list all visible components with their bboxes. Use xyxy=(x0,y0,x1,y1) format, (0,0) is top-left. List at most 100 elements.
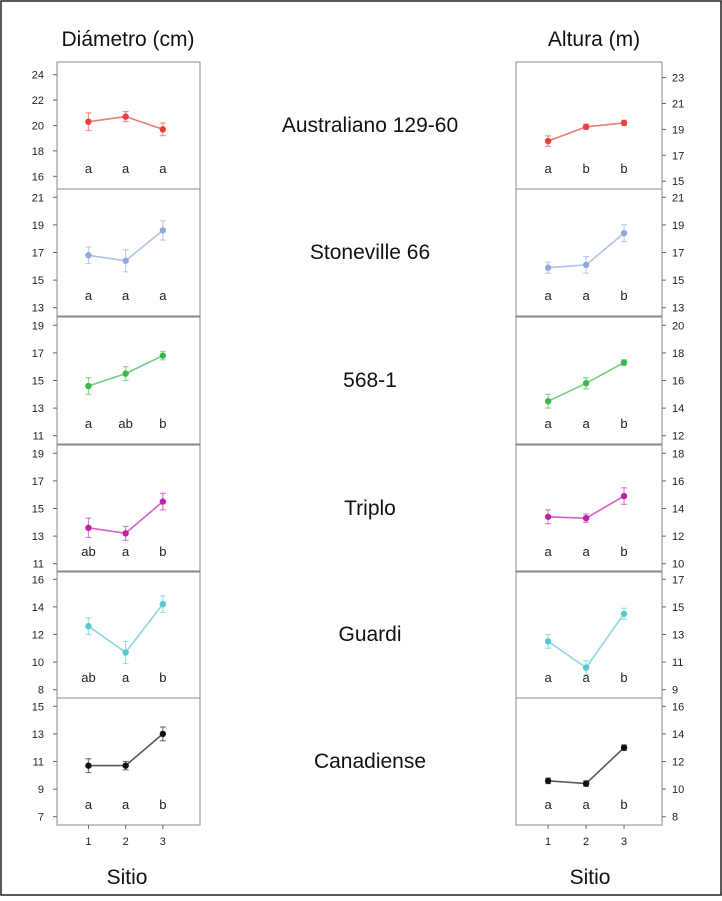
diameter-y-tick-label: 16 xyxy=(32,171,44,183)
diameter-y-tick-label: 11 xyxy=(33,559,44,571)
height-y-tick-label: 20 xyxy=(672,320,684,332)
diameter-y-tick-label: 14 xyxy=(32,602,44,614)
diameter-y-tick-label: 9 xyxy=(38,784,44,796)
diameter-data-point xyxy=(85,524,92,532)
height-y-tick-label: 16 xyxy=(672,376,684,388)
diameter-data-point xyxy=(159,498,167,505)
diameter-y-tick-label: 19 xyxy=(32,448,44,460)
height-significance-letter: a xyxy=(582,797,590,812)
right-column-title: Altura (m) xyxy=(548,28,640,51)
diameter-significance-letter: a xyxy=(159,161,167,176)
diameter-y-tick-label: 24 xyxy=(32,70,44,82)
diameter-significance-letter: a xyxy=(122,161,130,176)
diameter-data-point xyxy=(85,118,92,125)
height-significance-letter: b xyxy=(582,161,589,176)
height-data-point xyxy=(544,137,552,145)
diameter-y-tick-label: 13 xyxy=(32,303,44,315)
diameter-y-tick-label: 11 xyxy=(33,431,44,443)
height-significance-letter: b xyxy=(620,544,627,559)
diameter-y-tick-label: 15 xyxy=(32,701,44,713)
height-y-tick-label: 14 xyxy=(672,504,684,516)
diameter-y-tick-label: 15 xyxy=(32,504,44,516)
height-y-tick-label: 12 xyxy=(672,431,684,443)
height-data-point xyxy=(544,777,552,785)
diameter-significance-letter: a xyxy=(85,797,93,812)
diameter-significance-letter: a xyxy=(85,288,93,303)
diameter-data-point xyxy=(159,600,167,608)
height-data-point xyxy=(620,744,628,751)
height-significance-letter: a xyxy=(582,670,590,685)
height-data-point xyxy=(582,380,590,387)
height-data-point xyxy=(582,780,590,787)
diameter-y-tick-label: 15 xyxy=(32,275,44,287)
diameter-y-tick-label: 13 xyxy=(32,403,44,415)
diameter-y-tick-label: 13 xyxy=(32,531,44,543)
height-y-tick-label: 14 xyxy=(672,403,684,415)
row-title: Stoneville 66 xyxy=(310,241,430,264)
height-y-tick-label: 19 xyxy=(672,124,684,136)
height-significance-letter: a xyxy=(545,670,553,685)
height-y-tick-label: 8 xyxy=(672,812,678,824)
height-data-point xyxy=(620,492,628,500)
diameter-y-tick-label: 11 xyxy=(33,757,44,769)
height-y-tick-label: 11 xyxy=(672,657,683,669)
height-data-point xyxy=(620,229,628,237)
height-y-tick-label: 13 xyxy=(672,630,684,642)
diameter-y-tick-label: 22 xyxy=(32,95,44,107)
diameter-y-tick-label: 17 xyxy=(32,248,44,260)
diameter-y-tick-label: 17 xyxy=(32,476,44,488)
diameter-y-tick-label: 17 xyxy=(32,348,44,360)
diameter-y-tick-label: 16 xyxy=(32,574,44,586)
height-data-point xyxy=(620,610,628,617)
diameter-y-tick-label: 15 xyxy=(32,376,44,388)
height-significance-letter: a xyxy=(545,544,553,559)
diameter-y-tick-label: 21 xyxy=(32,192,44,204)
diameter-significance-letter: ab xyxy=(81,544,95,559)
height-y-tick-label: 23 xyxy=(672,73,684,85)
left-x-axis-label: Sitio xyxy=(107,866,148,889)
diameter-data-point xyxy=(85,252,92,259)
height-y-tick-label: 16 xyxy=(672,701,684,713)
diameter-significance-letter: ab xyxy=(118,416,132,431)
diameter-data-point xyxy=(122,530,129,537)
height-x-tick-label: 3 xyxy=(621,836,627,848)
height-y-tick-label: 15 xyxy=(672,602,684,614)
height-significance-letter: b xyxy=(620,416,627,431)
height-y-tick-label: 16 xyxy=(672,476,684,488)
diameter-y-tick-label: 13 xyxy=(32,729,44,741)
diameter-significance-letter: b xyxy=(159,544,166,559)
diameter-y-tick-label: 10 xyxy=(32,657,44,669)
height-y-tick-label: 9 xyxy=(672,685,678,697)
diameter-data-point xyxy=(122,762,129,769)
diameter-y-tick-label: 18 xyxy=(32,146,44,158)
diameter-y-tick-label: 20 xyxy=(32,121,44,133)
height-y-tick-label: 19 xyxy=(672,220,684,232)
diameter-data-point xyxy=(159,352,167,359)
diameter-significance-letter: a xyxy=(85,416,93,431)
row-title: 568-1 xyxy=(343,369,397,392)
row-title: Guardi xyxy=(338,623,401,646)
height-x-tick-label: 2 xyxy=(583,836,589,848)
diameter-y-tick-label: 19 xyxy=(32,220,44,232)
height-significance-letter: b xyxy=(620,670,627,685)
diameter-y-tick-label: 7 xyxy=(38,812,44,824)
height-data-point xyxy=(544,513,552,520)
height-y-tick-label: 12 xyxy=(672,531,684,543)
diameter-data-point xyxy=(122,257,129,264)
diameter-data-point xyxy=(159,126,167,133)
diameter-data-point xyxy=(85,623,92,630)
height-y-tick-label: 18 xyxy=(672,348,684,360)
diameter-data-point xyxy=(122,370,129,377)
height-y-tick-label: 21 xyxy=(672,192,684,204)
diameter-data-point xyxy=(122,649,129,656)
diameter-x-tick-label: 1 xyxy=(85,836,91,848)
height-y-tick-label: 18 xyxy=(672,448,684,460)
diameter-y-tick-label: 12 xyxy=(32,630,44,642)
diameter-data-point xyxy=(85,762,92,769)
height-data-point xyxy=(582,261,590,269)
diameter-data-point xyxy=(159,227,167,234)
height-y-tick-label: 10 xyxy=(672,559,684,571)
